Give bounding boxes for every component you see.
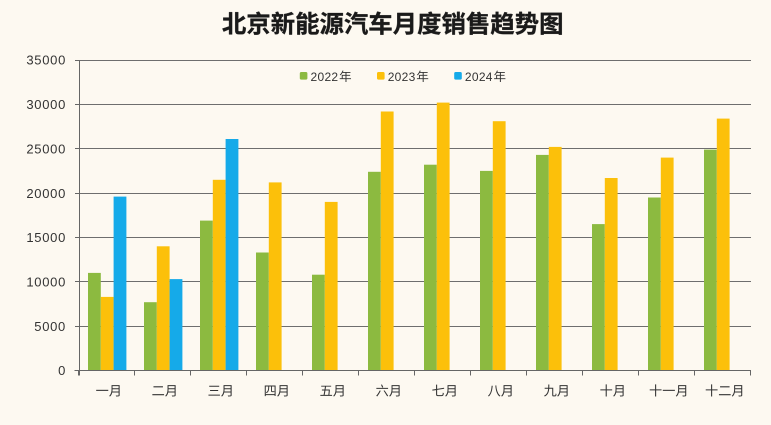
svg-text:2023: 2023: [388, 70, 416, 84]
svg-text:20000: 20000: [26, 186, 66, 201]
svg-text:5000: 5000: [34, 319, 66, 334]
svg-text:35000: 35000: [26, 53, 66, 68]
svg-text:2024: 2024: [465, 70, 493, 84]
svg-text:25000: 25000: [26, 141, 66, 156]
svg-text:2022: 2022: [311, 70, 339, 84]
svg-text:0: 0: [58, 363, 66, 378]
svg-text:30000: 30000: [26, 97, 66, 112]
svg-text:10000: 10000: [26, 275, 66, 290]
svg-text:15000: 15000: [26, 230, 66, 245]
